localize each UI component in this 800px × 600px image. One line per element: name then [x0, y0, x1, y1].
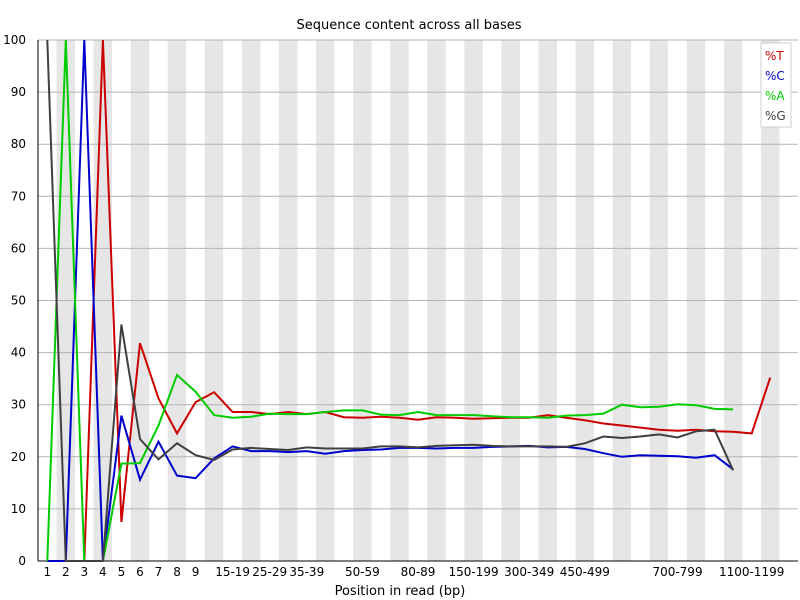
- series-line-g: [46, 39, 735, 562]
- x-tick-label: 7: [155, 565, 163, 579]
- x-tick-label: 450-499: [560, 565, 610, 579]
- x-axis-label: Position in read (bp): [335, 584, 466, 599]
- x-tick-label: 300-349: [504, 565, 554, 579]
- series-line-c: [47, 39, 734, 562]
- chart-title: Sequence content across all bases: [296, 18, 521, 33]
- y-tick-label: 70: [11, 189, 26, 203]
- x-tick-label: 5: [118, 565, 126, 579]
- series-line-a: [46, 39, 734, 562]
- series-line-t: [47, 39, 772, 562]
- y-tick-label: 40: [11, 346, 26, 360]
- legend-box: [760, 42, 792, 128]
- y-tick-label: 60: [11, 241, 26, 255]
- x-tick-label: 700-799: [652, 565, 702, 579]
- x-tick-label: 4: [99, 565, 107, 579]
- x-tick-label: 150-199: [449, 565, 499, 579]
- x-tick-label: 50-59: [345, 565, 380, 579]
- y-tick-label: 30: [11, 398, 26, 412]
- x-tick-label: 2: [62, 565, 70, 579]
- legend-entry-t: %T: [765, 49, 784, 63]
- y-tick-label: 100: [3, 33, 26, 47]
- y-tick-label: 90: [11, 85, 26, 99]
- y-tick-label: 10: [11, 502, 26, 516]
- legend: %T %C %A %G: [760, 42, 792, 128]
- x-tick-label: 3: [81, 565, 89, 579]
- x-tick-labels: 1 2 3 4 5 6 7 8 9 15-19 25-29 35-39 50-59 80-89 150-19…: [43, 565, 784, 579]
- x-tick-label: 1100-1199: [719, 565, 784, 579]
- x-tick-label: 80-89: [401, 565, 436, 579]
- series-lines: [46, 39, 772, 562]
- x-tick-label: 9: [192, 565, 200, 579]
- axes: [37, 40, 798, 562]
- x-tick-label: 15-19: [215, 565, 250, 579]
- legend-entry-a: %A: [765, 89, 785, 103]
- x-tick-label: 1: [43, 565, 51, 579]
- legend-entry-g: %G: [765, 109, 786, 123]
- legend-entry-c: %C: [765, 69, 785, 83]
- y-tick-label: 20: [11, 450, 26, 464]
- y-tick-label: 50: [11, 294, 26, 308]
- x-tick-label: 25-29: [252, 565, 287, 579]
- x-tick-label: 6: [136, 565, 144, 579]
- y-tick-label: 0: [18, 554, 26, 568]
- x-tick-label: 8: [173, 565, 181, 579]
- y-tick-labels: 0 10 20 30 40 50 60 70 80 90 100: [3, 33, 26, 568]
- y-tick-label: 80: [11, 137, 26, 151]
- x-tick-label: 35-39: [289, 565, 324, 579]
